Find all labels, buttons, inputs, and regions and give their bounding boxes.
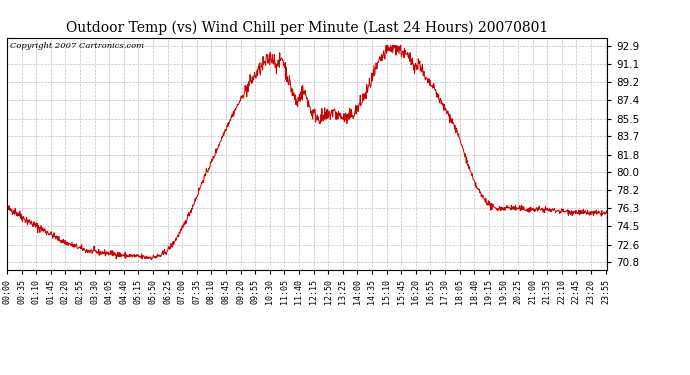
Title: Outdoor Temp (vs) Wind Chill per Minute (Last 24 Hours) 20070801: Outdoor Temp (vs) Wind Chill per Minute … (66, 21, 548, 35)
Text: Copyright 2007 Cartronics.com: Copyright 2007 Cartronics.com (10, 42, 144, 50)
